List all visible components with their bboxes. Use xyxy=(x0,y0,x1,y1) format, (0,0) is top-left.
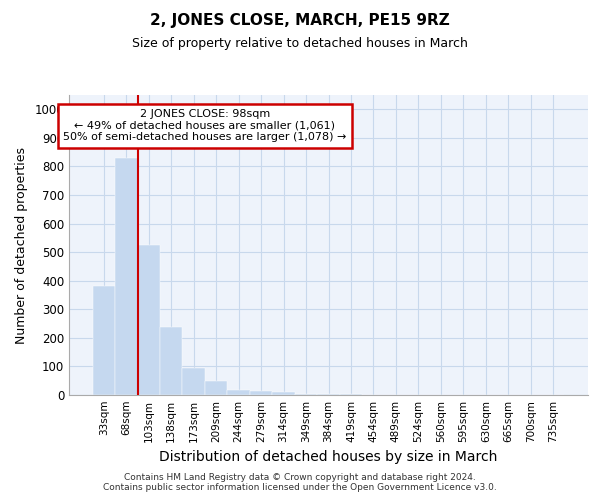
Bar xyxy=(340,394,362,395)
Bar xyxy=(137,245,160,395)
Bar xyxy=(92,286,115,395)
Y-axis label: Number of detached properties: Number of detached properties xyxy=(14,146,28,344)
Bar xyxy=(115,158,137,395)
X-axis label: Distribution of detached houses by size in March: Distribution of detached houses by size … xyxy=(160,450,497,464)
Bar xyxy=(250,390,272,395)
Text: Contains HM Land Registry data © Crown copyright and database right 2024.
Contai: Contains HM Land Registry data © Crown c… xyxy=(103,473,497,492)
Text: 2 JONES CLOSE: 98sqm
← 49% of detached houses are smaller (1,061)
50% of semi-de: 2 JONES CLOSE: 98sqm ← 49% of detached h… xyxy=(63,110,347,142)
Bar xyxy=(272,392,295,395)
Bar xyxy=(160,327,182,395)
Bar xyxy=(317,394,340,395)
Bar xyxy=(295,394,317,395)
Bar xyxy=(205,380,227,395)
Bar xyxy=(182,368,205,395)
Text: Size of property relative to detached houses in March: Size of property relative to detached ho… xyxy=(132,38,468,51)
Text: 2, JONES CLOSE, MARCH, PE15 9RZ: 2, JONES CLOSE, MARCH, PE15 9RZ xyxy=(150,12,450,28)
Bar xyxy=(227,390,250,395)
